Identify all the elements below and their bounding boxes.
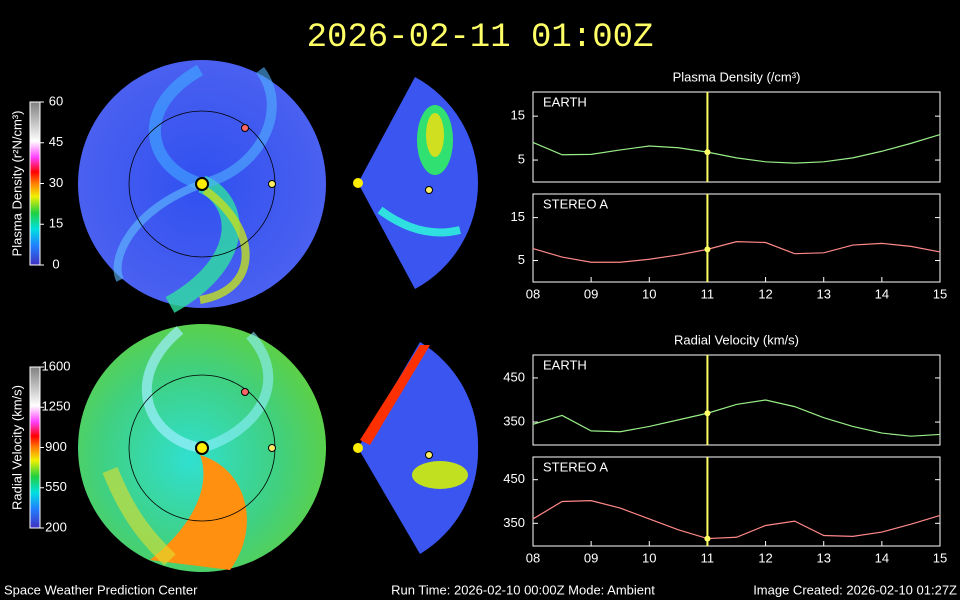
- time-marker-dot: [704, 149, 711, 156]
- plot-title: Plasma Density (/cm³): [673, 69, 801, 84]
- y-tick-label: 15: [511, 108, 525, 123]
- colorbar-tick-label: 550: [45, 479, 67, 494]
- y-tick-label: 350: [503, 413, 525, 428]
- x-tick-label: 10: [642, 286, 656, 301]
- density-map: [78, 60, 479, 313]
- series-label: EARTH: [543, 357, 587, 372]
- plot-frame: [532, 193, 941, 283]
- x-tick-label: 11: [701, 286, 715, 301]
- plot-frame: [532, 91, 941, 183]
- x-tick-label: 08: [526, 550, 540, 565]
- plot-title: Radial Velocity (km/s): [674, 332, 799, 347]
- footer-center: Run Time: 2026-02-10 00:00Z Mode: Ambien…: [391, 582, 655, 597]
- x-tick-label: 12: [758, 286, 772, 301]
- x-tick-label: 13: [816, 286, 830, 301]
- time-marker-dot: [704, 535, 711, 542]
- colorbar-tick-label: 30: [49, 175, 63, 190]
- colorbar-tick-label: 0: [52, 256, 59, 271]
- series-line: [532, 500, 941, 540]
- y-tick-label: 450: [503, 369, 525, 384]
- colorbar-tick-label: 900: [45, 439, 67, 454]
- time-marker-dot: [704, 410, 711, 417]
- title: 2026-02-11 01:00Z: [307, 19, 654, 57]
- series-label: EARTH: [543, 94, 587, 109]
- plot-frame: [532, 456, 941, 547]
- colorbar-tick-label: 15: [49, 216, 63, 231]
- y-tick-label: 450: [503, 471, 525, 486]
- colorbar-tick-label: 45: [49, 134, 63, 149]
- series-label: STEREO A: [543, 459, 608, 474]
- series-line: [532, 241, 941, 263]
- colorbar: [29, 101, 41, 266]
- colorbar: [29, 366, 41, 529]
- y-tick-label: 5: [518, 151, 525, 166]
- x-tick-label: 14: [875, 286, 889, 301]
- colorbar-tick-label: 60: [49, 93, 63, 108]
- series-label: STEREO A: [543, 196, 608, 211]
- x-tick-label: 08: [526, 286, 540, 301]
- footer-left: Space Weather Prediction Center: [4, 582, 198, 597]
- velocity-map: [78, 324, 479, 572]
- x-tick-label: 09: [584, 550, 598, 565]
- time-marker-dot: [704, 246, 711, 253]
- plot-frame: [532, 354, 941, 446]
- x-tick-label: 15: [933, 550, 947, 565]
- x-tick-label: 11: [701, 550, 715, 565]
- x-tick-label: 14: [875, 550, 889, 565]
- series-line: [532, 134, 941, 164]
- y-tick-label: 5: [518, 252, 525, 267]
- y-tick-label: 350: [503, 515, 525, 530]
- colorbar-label: Radial Velocity (km/s): [9, 385, 24, 510]
- x-tick-label: 09: [584, 286, 598, 301]
- colorbar-label: Plasma Density (r²N/cm³): [9, 111, 24, 257]
- footer-right: Image Created: 2026-02-10 01:27Z: [753, 582, 957, 597]
- x-tick-label: 13: [816, 550, 830, 565]
- x-tick-label: 12: [758, 550, 772, 565]
- colorbar-tick-label: 200: [45, 519, 67, 534]
- colorbar-tick-label: 1250: [42, 399, 71, 414]
- x-tick-label: 10: [642, 550, 656, 565]
- y-tick-label: 15: [511, 209, 525, 224]
- x-tick-label: 15: [933, 286, 947, 301]
- series-line: [532, 399, 941, 437]
- colorbar-tick-label: 1600: [42, 358, 71, 373]
